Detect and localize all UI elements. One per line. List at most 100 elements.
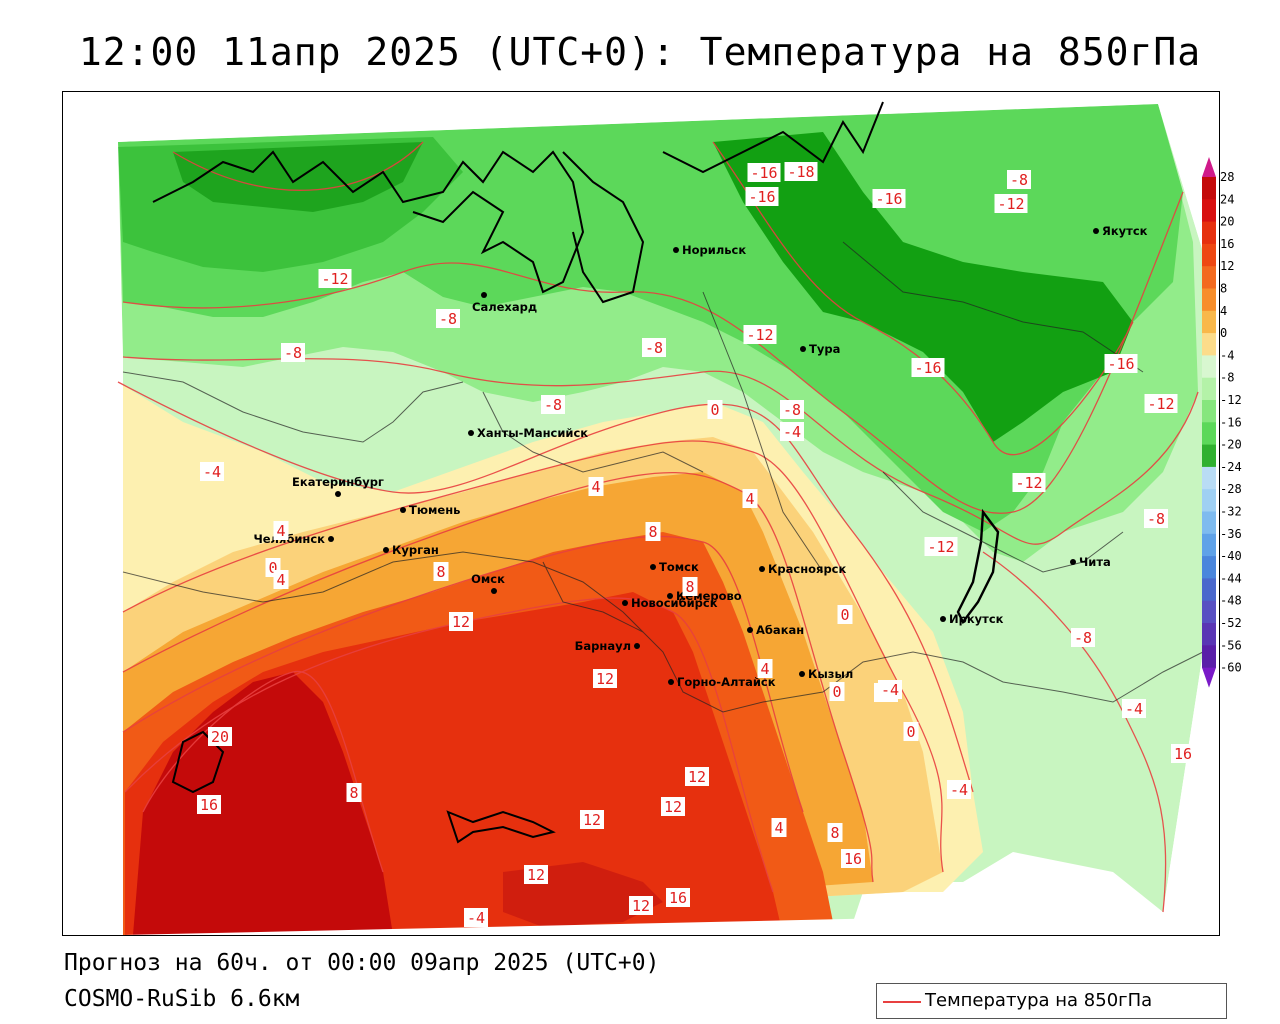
city-marker	[622, 600, 628, 606]
contour-label-text: 0	[710, 401, 719, 419]
scale-tick-label: 0	[1220, 326, 1227, 340]
contour-label-bg	[464, 908, 488, 927]
scale-band	[1202, 310, 1216, 334]
color-scale: 28 24 20 16 12 8 4 0 -4 -8 -12 -16 -20 -24 -28 -32 -36 -4…	[1202, 157, 1242, 688]
contour-label: -4	[780, 422, 804, 441]
isoline	[124, 597, 774, 893]
border	[122, 551, 1204, 713]
contour-label: 16	[197, 795, 221, 814]
contour-label: 8	[827, 823, 843, 842]
scale-tick-label: 4	[1220, 304, 1227, 318]
contour-label: -16	[911, 358, 945, 377]
contour-label-text: 16	[669, 889, 687, 907]
contour-label-bg	[524, 865, 548, 884]
contour-label-bg	[771, 818, 787, 837]
forecast-info: Прогноз на 60ч. от 00:00 09апр 2025 (UTC…	[64, 950, 660, 976]
aral-sea	[171, 730, 225, 794]
contour-label: 8	[682, 577, 698, 596]
scale-band	[1202, 377, 1216, 401]
contour-label-bg	[346, 783, 362, 802]
scale-tick-label: 20	[1220, 215, 1234, 229]
city-label: Челябинск	[253, 532, 325, 546]
contour-label-bg	[924, 537, 958, 556]
contour-label-text: 4	[774, 819, 783, 837]
legend-box: Температура на 850гПа	[876, 983, 1227, 1019]
city-marker	[328, 536, 334, 542]
legend-line-swatch	[883, 1001, 921, 1003]
contour-label-text: -4	[783, 423, 801, 441]
chart-title: 12:00 11апр 2025 (UTC+0): Температура на…	[78, 30, 1202, 74]
scale-tick-label: 8	[1220, 282, 1227, 296]
scale-band	[1202, 177, 1216, 200]
contour-label: 12	[685, 767, 709, 786]
domain-outside-bottom	[123, 912, 1203, 935]
scale-tick-label: -56	[1220, 638, 1242, 652]
contour-label-text: -12	[927, 538, 954, 556]
domain-outside-top	[63, 92, 1219, 144]
coastline-taimyr	[662, 101, 884, 174]
city-marker	[668, 679, 674, 685]
contour-label-bg	[197, 795, 221, 814]
scale-tick-label: 16	[1220, 237, 1234, 251]
contour-label: 12	[524, 865, 548, 884]
scale-tick-label: -8	[1220, 371, 1234, 385]
contour-label-text: 16	[844, 850, 862, 868]
scale-band	[1202, 422, 1216, 446]
contour-label: 8	[433, 562, 449, 581]
city-label: Иркутск	[949, 612, 1004, 626]
forecast-map: Якутск Норильск Салехард Тура Ханты-Мансийск…	[62, 91, 1220, 936]
contour-labels-layer: -16 -18 -16 -16 -8 -12 -12 -8 -8 -12 -16 -16 -12 -8 -8…	[197, 162, 1195, 927]
scale-tick-label: -24	[1220, 460, 1242, 474]
contour-label: -16	[745, 187, 779, 206]
lake-baikal	[956, 508, 1000, 625]
city-marker	[759, 566, 765, 572]
scale-band	[1202, 400, 1216, 423]
model-info: COSMO-RuSib 6.6км	[64, 986, 300, 1012]
isoline	[122, 471, 874, 883]
coastline-yamal	[562, 151, 645, 304]
scale-band	[1202, 333, 1216, 356]
contour-label-text: -16	[748, 188, 775, 206]
scale-tick-label: -52	[1220, 616, 1242, 630]
scale-band	[1202, 600, 1216, 624]
contour-label: 0	[837, 605, 853, 624]
contour-label-text: 12	[688, 768, 706, 786]
contour-label: -16	[747, 163, 781, 182]
scale-band	[1202, 466, 1216, 490]
contour-label-bg	[1071, 628, 1095, 647]
isoline	[117, 381, 974, 793]
city-label: Горно-Алтайск	[677, 675, 776, 689]
contour-label-text: 8	[349, 784, 358, 802]
contour-label-text: 12	[527, 866, 545, 884]
contour-label-bg	[911, 358, 945, 377]
contour-label: -8	[780, 400, 804, 419]
contour-label: 0	[829, 682, 845, 701]
contour-label: 12	[629, 896, 653, 915]
city-marker	[1070, 559, 1076, 565]
temp-region-dark-red	[133, 672, 393, 935]
contour-label-bg	[436, 309, 460, 328]
contour-label-bg	[757, 659, 773, 678]
scale-band	[1202, 533, 1216, 557]
contour-label: -4	[1122, 699, 1146, 718]
contour-label: -12	[743, 325, 777, 344]
city-label: Ханты-Мансийск	[477, 426, 588, 440]
scale-tick-label: -60	[1220, 661, 1242, 675]
contour-label-text: -8	[439, 310, 457, 328]
contour-label: 16	[666, 888, 690, 907]
contour-label-bg	[707, 400, 723, 419]
isoline	[122, 356, 1199, 545]
contour-label-bg	[747, 163, 781, 182]
contour-label-bg	[878, 680, 902, 699]
city-label: Чита	[1079, 555, 1111, 569]
contour-label: 4	[273, 570, 289, 589]
scale-top-arrow	[1202, 157, 1216, 177]
domain-outside-left	[63, 92, 123, 935]
scale-band	[1202, 199, 1216, 223]
contour-label: 16	[1171, 744, 1195, 763]
contour-label: -16	[1104, 354, 1138, 373]
contour-label: -12	[994, 194, 1028, 213]
border	[882, 471, 1124, 573]
contour-label-bg	[208, 727, 232, 746]
contour-label: -8	[281, 343, 305, 362]
